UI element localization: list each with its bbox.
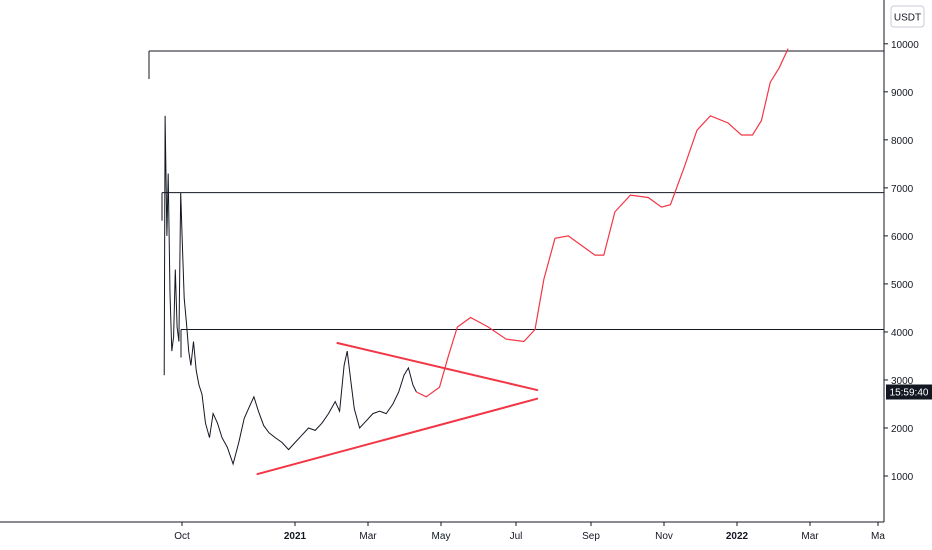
- price-axis-tick-label: 3000: [891, 376, 914, 387]
- last-price-label: 15:59:40: [890, 388, 929, 399]
- currency-label: USDT: [894, 13, 921, 24]
- projection-series-line: [416, 48, 789, 398]
- price-axis-tick-label: 4000: [891, 328, 914, 339]
- time-axis-tick-label: Ma: [871, 531, 885, 542]
- triangle-upper-trendline[interactable]: [336, 341, 539, 392]
- price-axis-tick-label: 2000: [891, 424, 914, 435]
- time-axis-tick-label: May: [432, 531, 451, 542]
- resistance-lines: [148, 50, 884, 358]
- price-axis-tick-label: 8000: [891, 136, 914, 147]
- price-series-line: [163, 115, 417, 466]
- time-axis-tick-label: Sep: [582, 531, 600, 542]
- time-axis-tick-label: 2022: [726, 531, 749, 542]
- currency-badge[interactable]: USDT: [890, 5, 925, 28]
- triangle-lower-trendline[interactable]: [256, 397, 539, 476]
- price-axis-tick-label: 5000: [891, 280, 914, 291]
- time-axis-ticks[interactable]: Oct 2021 Mar May Jul Sep Nov 2022 Mar Ma: [174, 522, 885, 542]
- price-axis-tick-label: 9000: [891, 88, 914, 99]
- time-axis-tick-label: 2021: [284, 531, 307, 542]
- price-axis-ticks: 1000 2000 3000 4000 5000 6000 7000 8000 9000 1000…: [884, 40, 919, 483]
- price-axis-tick-label: 6000: [891, 232, 914, 243]
- time-axis-tick-label: Mar: [359, 531, 377, 542]
- last-price-badge: 15:59:40: [886, 384, 932, 400]
- price-axis-tick-label: 7000: [891, 184, 914, 195]
- time-axis-tick-label: Jul: [510, 531, 523, 542]
- price-axis-tick-label: 10000: [891, 40, 919, 51]
- time-axis-tick-label: Oct: [174, 531, 190, 542]
- time-axis-tick-label: Nov: [655, 531, 673, 542]
- price-axis-tick-label: 1000: [891, 472, 914, 483]
- time-axis-tick-label: Mar: [801, 531, 819, 542]
- triangle-pattern: [256, 341, 539, 476]
